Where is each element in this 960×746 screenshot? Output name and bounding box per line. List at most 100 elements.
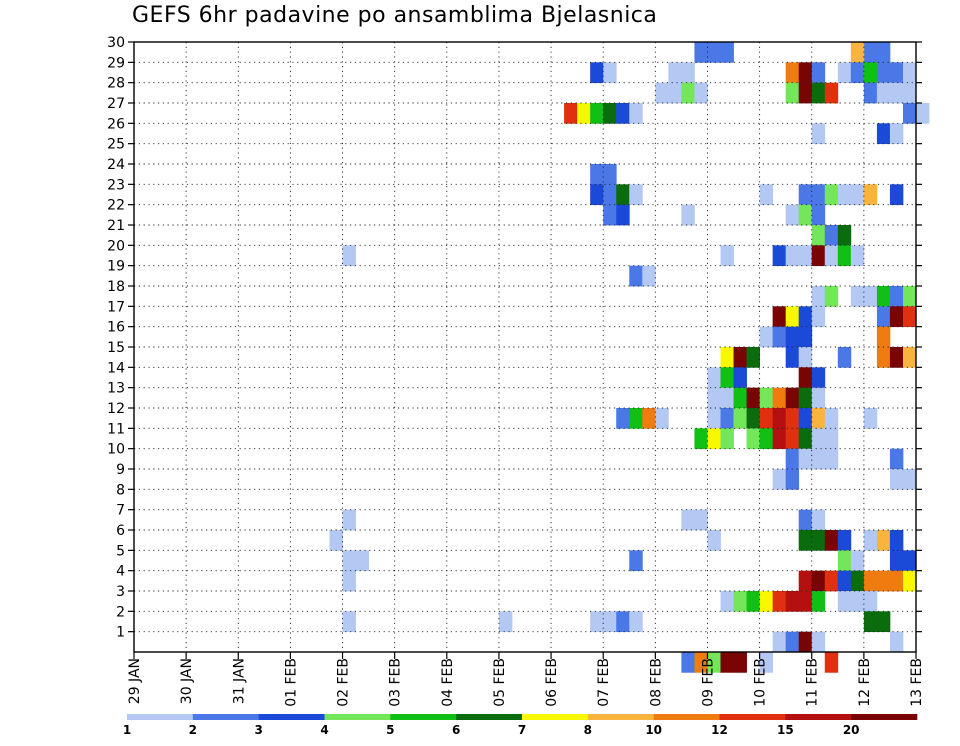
heatmap-cell — [837, 62, 852, 84]
heatmap-cell — [759, 184, 774, 206]
heatmap-cell — [798, 204, 813, 226]
heatmap-cell — [642, 408, 656, 429]
heatmap-cell — [824, 448, 839, 470]
heatmap-cell — [603, 164, 617, 185]
y-tick-label: 9 — [116, 462, 125, 478]
heatmap-cell — [694, 652, 708, 673]
heatmap-cell — [798, 306, 813, 328]
heatmap-cell — [889, 448, 904, 470]
y-tick-label: 23 — [107, 177, 125, 193]
heatmap-cell — [798, 591, 813, 612]
heatmap-cell — [616, 184, 630, 206]
heatmap-cell — [342, 611, 356, 633]
heatmap-cell — [603, 204, 617, 226]
x-tick-label: 04 FEB — [440, 658, 456, 707]
heatmap-cell — [681, 82, 695, 104]
heatmap-cell — [876, 611, 891, 633]
chart-title: GEFS 6hr padavine po ansamblima Bjelasni… — [132, 3, 658, 28]
heatmap-cell — [811, 387, 826, 409]
heatmap-cell — [772, 387, 787, 409]
heatmap-cell — [733, 387, 747, 409]
heatmap-cell — [798, 448, 813, 470]
heatmap-cell — [720, 652, 734, 673]
heatmap-cell — [603, 103, 617, 124]
y-tick-label: 28 — [107, 76, 125, 92]
heatmap-cell — [876, 306, 891, 328]
heatmap-cell — [616, 103, 630, 124]
heatmap-cell — [902, 469, 917, 490]
heatmap-cell — [798, 631, 813, 653]
x-tick-label: 31 JAN — [231, 658, 247, 704]
heatmap-cell — [772, 469, 787, 490]
heatmap-cell — [876, 347, 891, 368]
heatmap-cell — [785, 591, 800, 612]
heatmap-cell — [785, 448, 800, 470]
x-tick-label: 01 FEB — [283, 658, 299, 707]
y-tick-label: 12 — [107, 401, 125, 417]
colorbar-segment — [785, 714, 852, 720]
heatmap-cell — [590, 103, 604, 124]
heatmap-cell — [759, 387, 774, 409]
heatmap-cell — [629, 103, 643, 124]
heatmap-cell — [759, 326, 774, 348]
heatmap-cell — [811, 62, 826, 84]
heatmap-cell — [772, 631, 787, 653]
heatmap-cell — [785, 326, 800, 348]
heatmap-cell — [342, 245, 356, 267]
y-tick-label: 20 — [107, 238, 125, 254]
x-tick-label: 05 FEB — [492, 658, 508, 707]
heatmap-cell — [824, 408, 839, 429]
colorbar-label: 10 — [645, 723, 662, 737]
heatmap-cell — [837, 347, 852, 368]
heatmap-cell — [889, 550, 904, 572]
heatmap-cell — [629, 408, 643, 429]
heatmap-cell — [863, 591, 878, 612]
heatmap-cell — [342, 570, 356, 592]
heatmap-cell — [655, 82, 669, 104]
colorbar-segment — [522, 714, 589, 720]
heatmap-cell — [889, 570, 904, 592]
heatmap-cell — [733, 591, 747, 612]
heatmap-cell — [863, 530, 878, 551]
heatmap-cell — [746, 408, 760, 429]
heatmap-cell — [785, 306, 800, 328]
heatmap-cell — [733, 652, 747, 673]
heatmap-cell — [837, 530, 852, 551]
heatmap-cell — [355, 550, 369, 572]
y-tick-label: 30 — [107, 35, 125, 51]
heatmap-cell — [902, 103, 917, 124]
heatmap-cell — [785, 62, 800, 84]
x-tick-label: 10 FEB — [753, 658, 769, 707]
heatmap-cell — [746, 347, 760, 368]
colorbar-label: 3 — [254, 723, 262, 737]
heatmap-cell — [798, 570, 813, 592]
heatmap-cell — [837, 184, 852, 206]
heatmap-cell — [876, 123, 891, 145]
heatmap-cell — [681, 509, 695, 531]
heatmap-cell — [850, 550, 865, 572]
heatmap-cell — [707, 42, 721, 63]
heatmap-cell — [889, 347, 904, 368]
heatmap-cell — [798, 82, 813, 104]
y-tick-label: 17 — [107, 299, 125, 315]
heatmap-cell — [772, 591, 787, 612]
heatmap-cell — [837, 225, 852, 246]
colorbar-segment — [390, 714, 457, 720]
heatmap-cell — [733, 367, 747, 389]
heatmap-cell — [720, 367, 734, 389]
y-tick-label: 13 — [107, 381, 125, 397]
heatmap-cell — [798, 184, 813, 206]
colorbar-label: 12 — [711, 723, 728, 737]
colorbar-label: 4 — [320, 723, 328, 737]
heatmap-cell — [798, 367, 813, 389]
x-tick-label: 07 FEB — [596, 658, 612, 707]
heatmap-cell — [798, 408, 813, 429]
colorbar-segment — [719, 714, 786, 720]
heatmap-cell — [798, 245, 813, 267]
heatmap-cell — [772, 306, 787, 328]
y-tick-label: 22 — [107, 198, 125, 214]
heatmap-cell — [772, 245, 787, 267]
heatmap-cell — [824, 570, 839, 592]
colorbar-segment — [851, 714, 918, 720]
